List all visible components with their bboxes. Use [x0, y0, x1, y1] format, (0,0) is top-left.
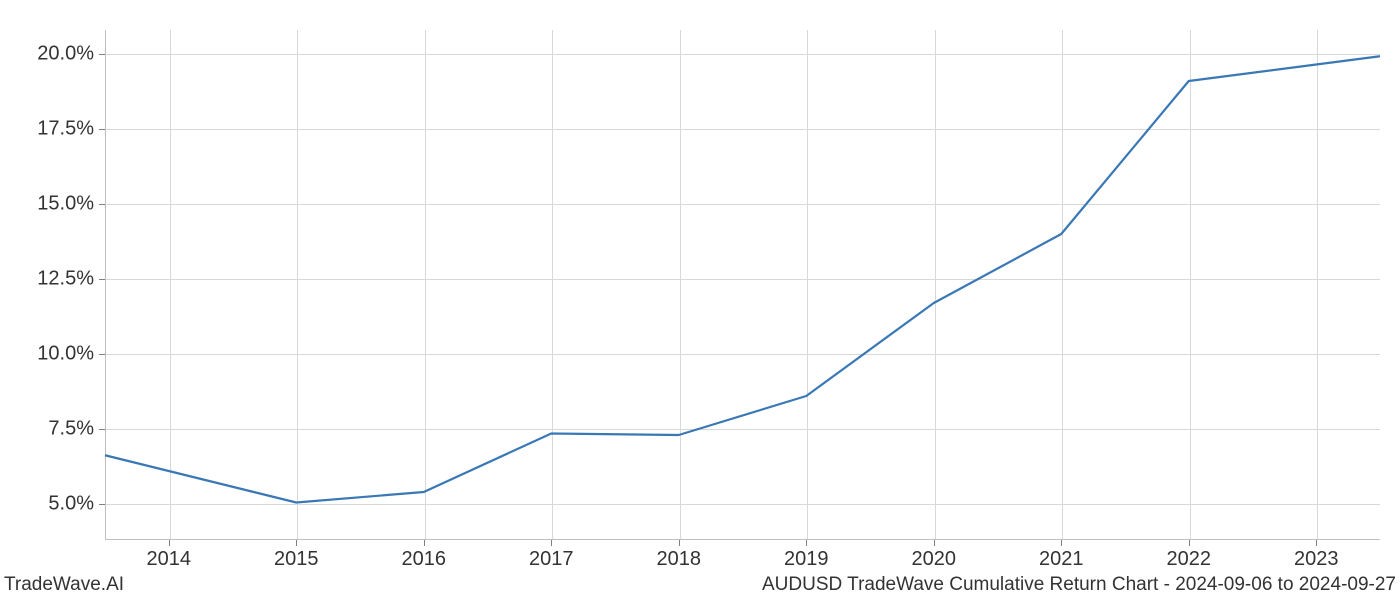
- y-axis-tick-label: 20.0%: [37, 43, 94, 66]
- y-axis-tick-label: 17.5%: [37, 118, 94, 141]
- x-axis-tick-mark: [1189, 540, 1190, 546]
- x-axis-tick-label: 2019: [784, 548, 829, 571]
- x-axis-tick-label: 2020: [912, 548, 957, 571]
- x-axis-tick-mark: [806, 540, 807, 546]
- x-axis-tick-mark: [934, 540, 935, 546]
- data-line: [105, 56, 1380, 502]
- x-axis-tick-label: 2018: [657, 548, 702, 571]
- y-axis-tick-mark: [99, 54, 105, 55]
- chart-line-svg: [105, 30, 1380, 540]
- x-axis-tick-label: 2021: [1039, 548, 1084, 571]
- y-axis-tick-label: 10.0%: [37, 343, 94, 366]
- footer-caption: AUDUSD TradeWave Cumulative Return Chart…: [762, 574, 1396, 596]
- x-axis-tick-mark: [679, 540, 680, 546]
- x-axis-tick-mark: [169, 540, 170, 546]
- x-axis-tick-mark: [296, 540, 297, 546]
- y-axis-tick-mark: [99, 129, 105, 130]
- x-axis-tick-mark: [1316, 540, 1317, 546]
- y-axis-tick-mark: [99, 354, 105, 355]
- x-axis-tick-mark: [424, 540, 425, 546]
- x-axis-tick-label: 2016: [402, 548, 447, 571]
- y-axis-tick-label: 7.5%: [48, 418, 94, 441]
- y-axis-tick-mark: [99, 504, 105, 505]
- x-axis-tick-label: 2015: [274, 548, 319, 571]
- x-axis-tick-label: 2023: [1294, 548, 1339, 571]
- x-axis-tick-mark: [551, 540, 552, 546]
- y-axis-tick-label: 15.0%: [37, 193, 94, 216]
- x-axis-tick-mark: [1061, 540, 1062, 546]
- x-axis-tick-label: 2022: [1167, 548, 1212, 571]
- y-axis-tick-mark: [99, 204, 105, 205]
- y-axis-tick-mark: [99, 279, 105, 280]
- y-axis-tick-mark: [99, 429, 105, 430]
- footer-brand: TradeWave.AI: [4, 574, 124, 596]
- y-axis-tick-label: 5.0%: [48, 493, 94, 516]
- x-axis-tick-label: 2017: [529, 548, 574, 571]
- y-axis-tick-label: 12.5%: [37, 268, 94, 291]
- x-axis-tick-label: 2014: [147, 548, 192, 571]
